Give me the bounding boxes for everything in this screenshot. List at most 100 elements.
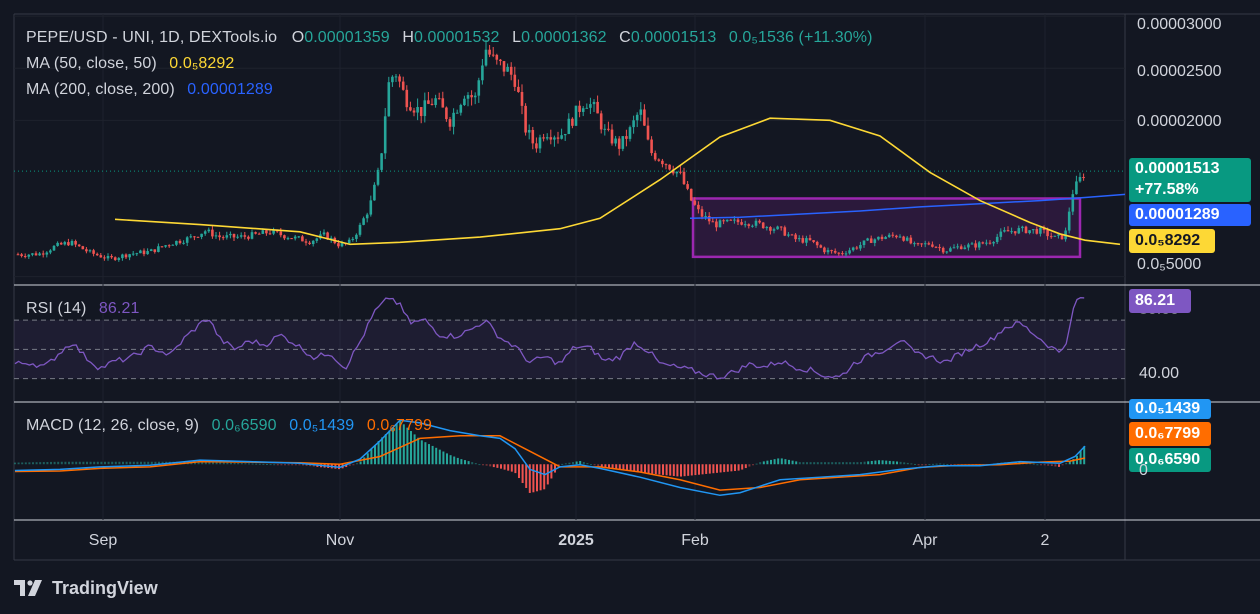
macd-zero-label: 0 [1139, 462, 1148, 479]
macd-histogram-bar [701, 464, 704, 475]
macd-histogram-bar [467, 461, 470, 465]
candle-body [355, 234, 358, 239]
candle-body [398, 76, 401, 82]
candle-body [243, 235, 247, 237]
candle-body [221, 237, 225, 239]
macd-histogram-bar [255, 463, 258, 465]
candle-body [711, 221, 715, 223]
candle-body [607, 128, 610, 130]
candle-body [761, 222, 765, 229]
macd-histogram-bar [28, 462, 31, 465]
candle-body [106, 256, 110, 259]
candle-body [117, 258, 121, 260]
macd-histogram-bar [363, 457, 366, 465]
candle-body [358, 224, 362, 235]
candle-body [783, 227, 787, 236]
macd-histogram-bar [100, 461, 103, 465]
macd-histogram-bar [1083, 446, 1086, 465]
ma200-legend: MA (200, close, 200) 0.00001289 [26, 81, 273, 99]
candle-body [1042, 227, 1046, 231]
tradingview-footer[interactable]: TradingView [14, 577, 158, 599]
candle-body [902, 236, 905, 241]
macd-histogram-bar [208, 462, 211, 465]
macd-histogram-bar [57, 461, 60, 465]
macd-line [14, 419, 1086, 497]
macd-histogram-bar [698, 464, 700, 475]
candle-body [517, 86, 520, 92]
candle-body [247, 236, 250, 239]
macd-histogram-bar [669, 464, 672, 476]
macd-histogram-bar [604, 464, 607, 468]
candle-body [563, 134, 567, 136]
macd-histogram-bar [420, 440, 423, 465]
candle-body [394, 76, 398, 78]
macd-histogram-bar [582, 462, 585, 465]
macd-histogram-bar [636, 464, 639, 473]
candle-body [923, 243, 927, 245]
candle-body [171, 244, 175, 246]
macd-histogram-bar [518, 464, 520, 479]
macd-histogram-bar [68, 461, 70, 465]
candle-body [556, 137, 560, 139]
candle-body [736, 219, 740, 223]
candle-body [758, 220, 761, 223]
macd-histogram-bar [471, 462, 474, 465]
high-label: H [402, 29, 414, 46]
candle-body [628, 127, 632, 139]
macd-histogram-bar [1054, 464, 1057, 467]
last-price-change: +77.58% [1135, 181, 1199, 198]
macd-histogram-bar [651, 464, 654, 474]
candle-body [898, 236, 902, 238]
candle-body [34, 253, 38, 256]
candle-body [81, 246, 85, 250]
candle-body [905, 237, 909, 241]
candle-body [740, 222, 743, 225]
macd-histogram-bar [802, 462, 805, 465]
candle-body [693, 200, 697, 205]
price-tick-label: 0.00002500 [1137, 63, 1222, 80]
candle-body [337, 243, 340, 247]
macd-histogram-bar [194, 461, 196, 465]
macd-signal-badge: 0.0₆7799 [1129, 422, 1211, 446]
macd-histogram-bar [644, 464, 646, 474]
macd-histogram-bar [690, 464, 693, 476]
candle-body [632, 120, 635, 128]
time-tick-label: 2025 [558, 532, 594, 549]
open-value: 0.00001359 [304, 29, 390, 46]
macd-histogram-bar [910, 463, 913, 465]
candle-body [491, 54, 495, 56]
ma50-legend: MA (50, close, 50) 0.0₅8292 [26, 55, 234, 73]
candle-body [1013, 231, 1017, 234]
macd-histogram-bar [528, 464, 531, 493]
macd-histogram-bar [950, 464, 952, 466]
candle-body [995, 236, 999, 242]
candle-body [967, 244, 970, 248]
candle-body [610, 129, 614, 144]
candle-body [63, 242, 67, 245]
macd-histogram-bar [1043, 464, 1046, 466]
candle-body [859, 245, 862, 249]
macd-histogram-bar [1014, 461, 1017, 465]
macd-histogram-bar [834, 462, 837, 465]
macd-histogram-bar [50, 461, 52, 465]
macd-histogram-bar [428, 444, 430, 465]
macd-histogram-bar [71, 461, 74, 465]
macd-histogram-bar [410, 431, 412, 465]
macd-histogram-bar [932, 463, 934, 465]
candle-body [981, 242, 985, 244]
macd-histogram-bar [633, 464, 636, 472]
candle-body [351, 238, 355, 240]
macd-histogram-bar [294, 464, 297, 466]
macd-histogram-bar [453, 456, 456, 465]
candle-body [848, 250, 851, 254]
candle-body [938, 247, 941, 249]
candle-body [448, 119, 452, 127]
candle-body [376, 169, 380, 185]
candle-body [139, 250, 142, 254]
macd-histogram-bar [197, 461, 200, 465]
candle-body [643, 109, 646, 126]
time-tick-label: Feb [681, 532, 709, 549]
candle-body [135, 253, 139, 255]
